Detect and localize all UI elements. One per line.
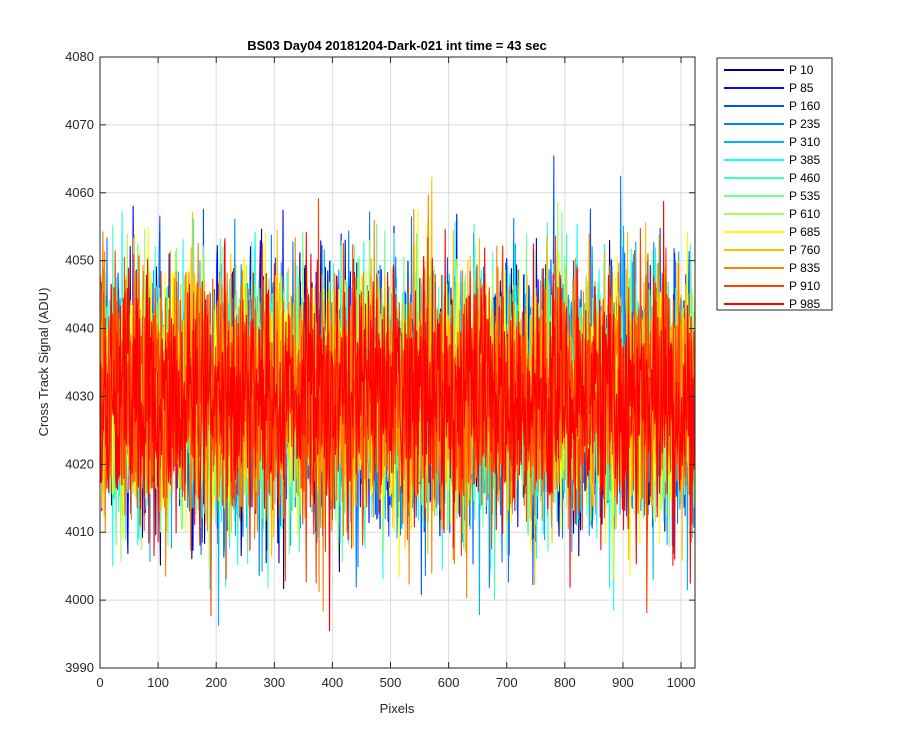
legend-entry: P 835	[789, 261, 820, 275]
y-tick-label: 3990	[65, 660, 94, 675]
x-axis-label: Pixels	[380, 701, 415, 716]
legend-entry: P 910	[789, 279, 820, 293]
legend-entry: P 85	[789, 81, 814, 95]
legend-entry: P 685	[789, 225, 820, 239]
series-line	[100, 198, 696, 616]
x-tick-label: 300	[263, 675, 285, 690]
legend-entry: P 610	[789, 207, 820, 221]
x-tick-label: 900	[612, 675, 634, 690]
legend-entry: P 460	[789, 171, 820, 185]
legend: P 10 P 85 P 160 P 235 P 310 P 385 P 460 P 535 P …	[716, 57, 833, 311]
y-tick-label: 4060	[65, 185, 94, 200]
legend-entry: P 310	[789, 135, 820, 149]
x-tick-label: 800	[554, 675, 576, 690]
x-tick-label: 400	[322, 675, 344, 690]
series-lines	[100, 155, 696, 632]
x-tick-label: 0	[96, 675, 103, 690]
x-tick-label: 1000	[667, 675, 696, 690]
legend-entry: P 235	[789, 117, 820, 131]
x-tick-label: 500	[380, 675, 402, 690]
x-tick-label: 600	[438, 675, 460, 690]
y-tick-label: 4030	[65, 388, 94, 403]
y-tick-label: 4000	[65, 592, 94, 607]
x-tick-label: 700	[496, 675, 518, 690]
ticks: 0 100 200 300 400 500 600 700 800 900 1000 3990 4000…	[65, 49, 695, 690]
y-tick-label: 4080	[65, 49, 94, 64]
legend-entry: P 10	[789, 63, 814, 77]
y-axis-label: Cross Track Signal (ADU)	[36, 288, 51, 437]
x-tick-label: 100	[147, 675, 169, 690]
legend-entry: P 385	[789, 153, 820, 167]
y-tick-label: 4020	[65, 456, 94, 471]
x-tick-label: 200	[205, 675, 227, 690]
y-tick-label: 4070	[65, 117, 94, 132]
y-tick-label: 4050	[65, 253, 94, 268]
legend-entry: P 535	[789, 189, 820, 203]
chart-title: BS03 Day04 20181204-Dark-021 int time = …	[247, 38, 547, 53]
y-tick-label: 4010	[65, 524, 94, 539]
series-line	[100, 200, 696, 632]
legend-entry: P 760	[789, 243, 820, 257]
y-tick-label: 4040	[65, 321, 94, 336]
axes-box	[99, 56, 696, 669]
legend-entry: P 160	[789, 99, 820, 113]
legend-entry: P 985	[789, 297, 820, 311]
